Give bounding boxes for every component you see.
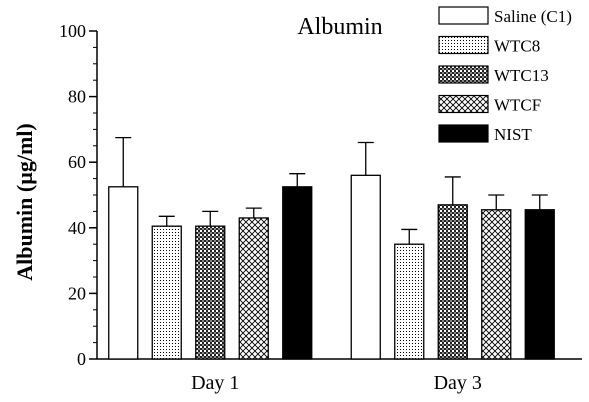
bar-wtc8-day-1 (151, 225, 182, 360)
tick-labels: 0 20 40 60 80 100 Day 1 Day 3 (59, 21, 482, 394)
legend-label: NIST (494, 125, 532, 144)
bar-saline-c1-day-3 (350, 174, 381, 360)
bar-wtcf-day-3 (481, 209, 512, 360)
y-tick-label: 80 (68, 87, 86, 107)
legend-swatch (438, 35, 489, 55)
x-tick-label: Day 3 (434, 372, 482, 394)
legend-swatch (438, 124, 489, 143)
error-bars (115, 136, 548, 245)
y-tick-label: 20 (68, 283, 86, 303)
bar-wtc8-day-3 (394, 243, 425, 360)
bar-wtc13-day-3 (437, 204, 468, 360)
legend-swatch (438, 94, 489, 114)
bar-saline-c1-day-1 (108, 186, 139, 360)
chart-title: Albumin (297, 14, 382, 40)
bar-nist-day-1 (282, 186, 313, 360)
y-tick-label: 40 (68, 218, 86, 238)
legend-label: WTCF (494, 96, 541, 115)
y-tick-label: 100 (59, 21, 86, 41)
x-tick-label: Day 1 (191, 372, 239, 394)
bar-wtc13-day-1 (195, 225, 226, 360)
y-tick-label: 0 (77, 349, 86, 369)
legend-swatch (438, 6, 489, 25)
y-tick-label: 60 (68, 152, 86, 172)
bar-nist-day-3 (524, 209, 555, 360)
legend-label: WTC13 (494, 66, 549, 85)
legend-swatch (438, 65, 489, 84)
legend-label: Saline (C1) (494, 7, 572, 26)
bar-wtcf-day-1 (238, 217, 269, 360)
legend-label: WTC8 (494, 37, 540, 56)
y-axis-label: Albumin (µg/ml) (12, 123, 37, 281)
legend: Saline (C1) WTC8 WTC13 WTCF NIST (438, 6, 572, 144)
bars (108, 174, 555, 360)
